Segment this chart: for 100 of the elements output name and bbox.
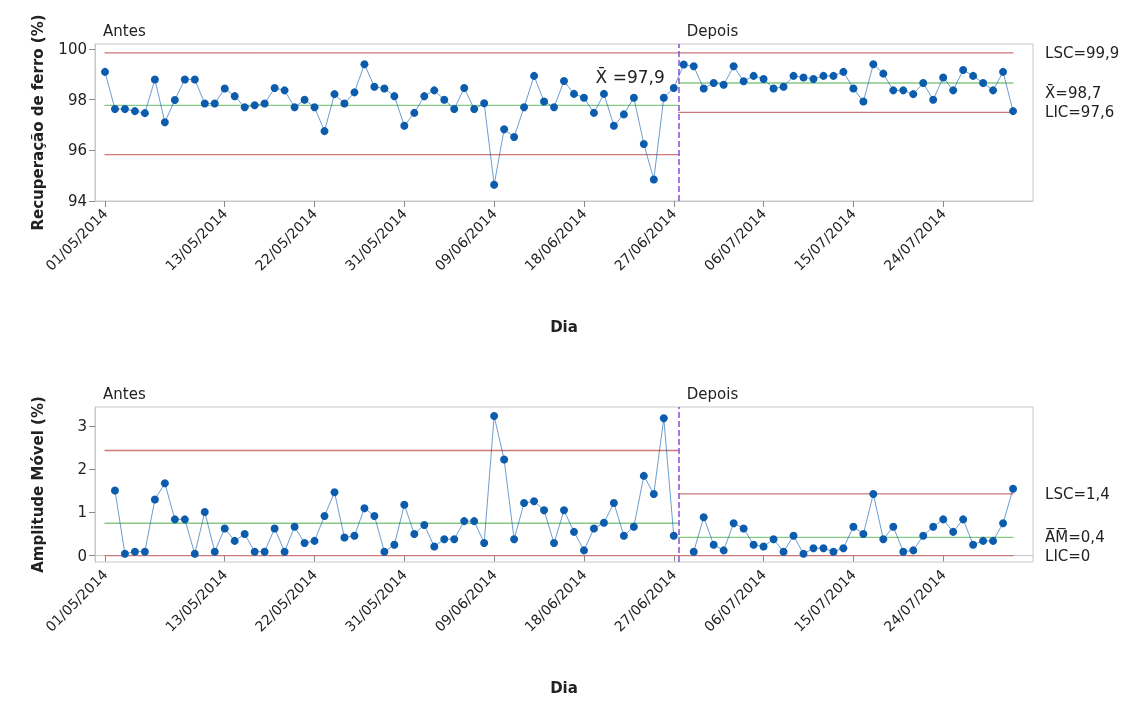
point xyxy=(729,519,738,528)
point xyxy=(819,544,828,553)
point xyxy=(560,506,568,515)
y-tick-label: 0 xyxy=(77,546,87,565)
point xyxy=(979,536,988,545)
point xyxy=(809,544,818,553)
point xyxy=(440,535,449,544)
point xyxy=(300,539,309,548)
point xyxy=(380,547,389,556)
point xyxy=(340,533,349,542)
point xyxy=(240,530,249,539)
point xyxy=(150,495,159,504)
point xyxy=(230,536,239,545)
y-tick-label: 2 xyxy=(77,460,87,479)
point xyxy=(310,536,319,545)
point xyxy=(330,488,339,497)
point xyxy=(739,524,748,533)
point xyxy=(520,499,529,508)
point xyxy=(540,506,549,515)
point xyxy=(649,489,658,498)
point xyxy=(989,536,998,545)
point xyxy=(919,531,928,540)
point xyxy=(749,540,758,549)
point xyxy=(450,535,459,544)
point xyxy=(669,531,678,540)
point xyxy=(510,535,519,544)
text: X̄=98,7 xyxy=(1045,83,1102,103)
point xyxy=(769,535,778,544)
text: LIC=97,6 xyxy=(1045,103,1115,122)
point xyxy=(430,542,439,551)
point xyxy=(110,486,119,495)
point xyxy=(899,547,908,556)
point xyxy=(869,489,878,498)
point xyxy=(370,511,379,520)
point xyxy=(250,547,259,556)
point xyxy=(290,522,299,531)
text: LSC=99,9 xyxy=(1045,43,1120,62)
y-tick-label: 96 xyxy=(67,141,87,160)
point xyxy=(579,546,588,555)
point xyxy=(460,517,469,526)
point xyxy=(859,530,868,539)
point xyxy=(400,500,409,509)
point xyxy=(270,524,279,533)
point xyxy=(160,479,169,488)
point xyxy=(210,547,219,556)
point xyxy=(599,518,608,527)
point xyxy=(1009,484,1018,493)
y-tick-label: 3 xyxy=(77,417,87,436)
point xyxy=(120,549,129,558)
x-axis-title: Dia xyxy=(550,317,578,336)
point xyxy=(629,522,638,531)
point xyxy=(839,544,848,553)
point xyxy=(929,522,938,531)
point xyxy=(999,519,1008,528)
point xyxy=(390,540,399,549)
point xyxy=(589,524,598,533)
point xyxy=(569,527,578,536)
point xyxy=(939,515,948,524)
x-axis-title: Dia xyxy=(550,678,578,697)
text: Depois xyxy=(686,384,739,403)
point xyxy=(280,547,289,556)
point xyxy=(550,539,559,548)
point xyxy=(470,517,479,526)
point xyxy=(260,547,269,556)
text: Depois xyxy=(686,21,739,40)
point xyxy=(849,522,858,531)
y-tick-label: 100 xyxy=(58,40,87,59)
text: Antes xyxy=(103,21,146,40)
point xyxy=(480,539,489,548)
text: LIC=0 xyxy=(1045,546,1091,565)
point xyxy=(360,504,369,513)
point xyxy=(779,547,788,556)
point xyxy=(190,549,199,558)
text: A̅M̅=0,4 xyxy=(1045,527,1105,547)
point xyxy=(879,535,888,544)
point xyxy=(490,412,499,421)
point xyxy=(220,524,229,533)
point xyxy=(719,546,728,555)
point xyxy=(959,515,968,524)
point xyxy=(320,511,329,520)
point xyxy=(759,542,768,551)
point xyxy=(350,531,359,540)
point xyxy=(200,508,209,517)
y-axis-title: Recuperação de ferro (%) xyxy=(28,14,47,231)
point xyxy=(969,540,978,549)
point xyxy=(180,515,189,524)
y-axis-title: Amplitude Móvel (%) xyxy=(28,396,47,573)
point xyxy=(530,497,539,506)
point xyxy=(699,513,708,522)
point xyxy=(619,531,628,540)
point xyxy=(410,530,419,539)
point xyxy=(130,547,139,556)
y-tick-label: 1 xyxy=(77,503,87,522)
point xyxy=(799,549,808,558)
text: LSC=1,4 xyxy=(1045,484,1110,503)
point xyxy=(889,522,898,531)
point xyxy=(420,520,429,529)
point xyxy=(500,455,509,464)
series-label: X̄ =97,9 xyxy=(595,66,665,88)
point xyxy=(659,414,668,423)
